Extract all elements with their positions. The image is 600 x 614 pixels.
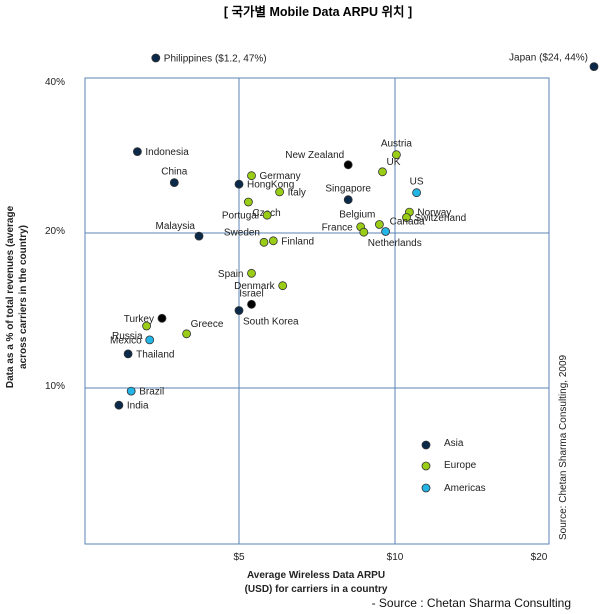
data-point <box>343 195 353 205</box>
data-point-label: Turkey <box>124 314 154 325</box>
x-axis-title-line2: (USD) for carriers in a country <box>245 584 388 595</box>
data-point <box>412 188 422 198</box>
y-axis-title-line1: Data as a % of total revenues (average <box>5 205 16 388</box>
data-point <box>359 227 369 237</box>
data-point-label: China <box>161 167 188 178</box>
data-point <box>381 227 391 236</box>
data-point-label: Switzerland <box>415 213 467 224</box>
data-point <box>123 349 133 359</box>
data-point-label: Thailand <box>136 349 174 360</box>
data-point-label: Belgium <box>339 210 375 221</box>
data-point-label: Mexico <box>110 335 142 346</box>
y-tick-label: 20% <box>45 226 65 237</box>
data-point-label: Germany <box>260 171 301 182</box>
legend-label-europe: Europe <box>444 460 477 471</box>
data-point <box>114 400 124 410</box>
legend-label-asia: Asia <box>444 438 464 449</box>
data-point-label: Brazil <box>139 387 164 398</box>
data-point <box>234 306 244 315</box>
legend-marker-europe <box>421 461 431 471</box>
data-point <box>247 171 256 181</box>
data-point <box>374 220 384 229</box>
data-point-label: Malaysia <box>156 221 196 232</box>
data-points: Philippines ($1.2, 47%) Japan ($24, 44%) I… <box>110 53 599 412</box>
data-point <box>247 299 256 309</box>
data-point <box>275 187 285 197</box>
data-point-label: Netherlands <box>368 238 422 249</box>
data-point-label: Greece <box>191 319 224 330</box>
side-source: Source: Chetan Sharma Consulting, 2009 <box>558 354 569 540</box>
data-point <box>234 179 244 189</box>
x-tick-label: $20 <box>531 552 548 563</box>
legend: Asia Europe Americas <box>421 438 486 494</box>
data-point-label: Denmark <box>234 281 276 292</box>
data-point-label: Finland <box>281 236 314 247</box>
bottom-source: - Source : Chetan Sharma Consulting <box>372 596 571 610</box>
data-point <box>278 281 288 291</box>
y-tick-label: 40% <box>45 77 65 88</box>
data-point <box>589 62 599 71</box>
data-point <box>151 53 161 63</box>
data-point <box>157 313 167 323</box>
data-point <box>402 213 411 222</box>
data-point-label: Singapore <box>325 184 371 195</box>
data-point-label: Norway <box>417 208 451 219</box>
plot-frame <box>84 77 550 545</box>
data-point-label: Indonesia <box>145 147 189 158</box>
data-point-label: US <box>410 177 424 188</box>
y-axis-title-line2: across carriers in the country) <box>18 225 29 369</box>
plot-area <box>84 77 550 545</box>
data-point-label: HongKong <box>247 180 294 191</box>
x-tick-label: $10 <box>387 552 404 563</box>
data-point <box>145 335 155 345</box>
data-point <box>182 329 192 339</box>
chart-title: [ 국가별 Mobile Data ARPU 위치 ] <box>224 4 412 19</box>
data-point-label: India <box>127 401 149 412</box>
legend-marker-americas <box>421 483 431 493</box>
data-point <box>194 231 204 241</box>
data-point-label: Canada <box>390 217 425 228</box>
data-point-label: Spain <box>218 269 244 280</box>
data-point-label: Philippines ($1.2, 47%) <box>164 54 267 65</box>
data-point-label: Russia <box>112 331 143 342</box>
data-point <box>378 167 387 177</box>
data-point <box>169 178 179 188</box>
data-point <box>343 160 353 170</box>
data-point <box>268 236 278 246</box>
x-axis-title-line1: Average Wireless Data ARPU <box>247 570 385 581</box>
y-tick-label: 10% <box>45 381 65 392</box>
data-point-label: New Zealand <box>285 150 344 161</box>
data-point-label: France <box>322 222 354 233</box>
x-tick-label: $5 <box>233 552 245 563</box>
data-point-label: Japan ($24, 44%) <box>509 53 588 64</box>
data-point <box>247 268 256 278</box>
side-source-text: Source: Chetan Sharma Consulting, 2009 <box>558 354 569 540</box>
data-point <box>391 150 401 160</box>
data-point-label: Israel <box>239 288 263 299</box>
data-point-label: Austria <box>381 139 413 150</box>
y-axis-title: Data as a % of total revenues (average a… <box>5 205 29 388</box>
data-point <box>126 386 136 396</box>
data-point <box>259 237 269 247</box>
data-point-label: Sweden <box>224 227 260 238</box>
data-point-label: UK <box>387 157 401 168</box>
data-point <box>142 321 152 331</box>
legend-marker-asia <box>421 440 431 450</box>
data-point-label: Portugal <box>222 211 259 222</box>
data-point <box>262 210 272 220</box>
legend-label-americas: Americas <box>444 483 486 494</box>
data-point <box>243 197 253 207</box>
data-point-label: Italy <box>288 187 306 198</box>
data-point <box>132 147 142 157</box>
data-point-label: South Korea <box>243 317 299 328</box>
